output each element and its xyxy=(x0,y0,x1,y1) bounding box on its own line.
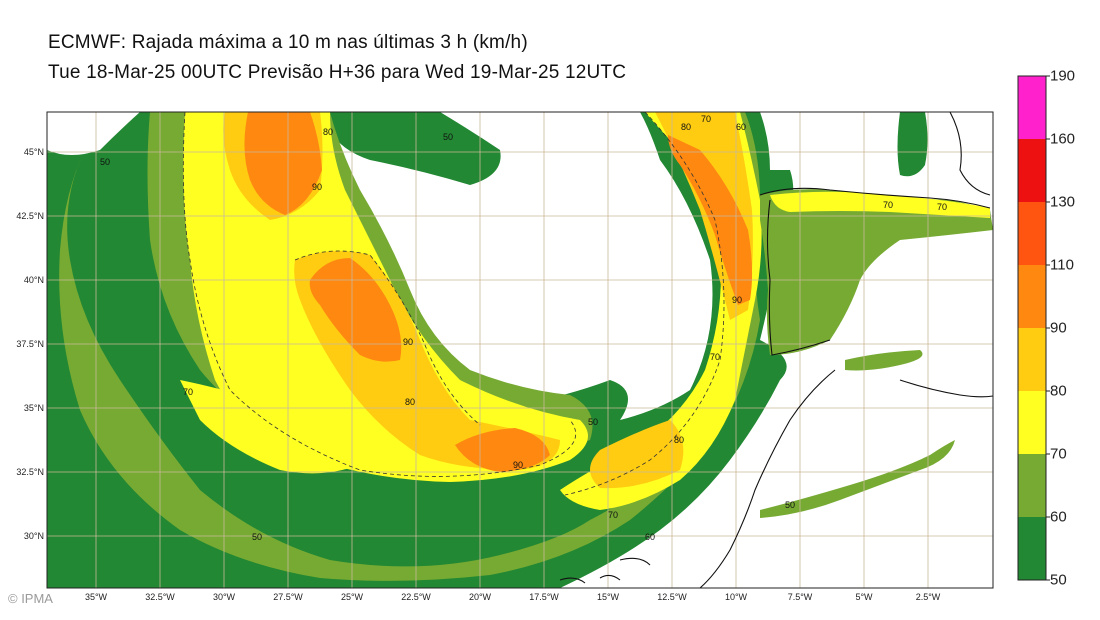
france-coastline xyxy=(949,112,991,196)
colorbar-segment xyxy=(1018,328,1046,391)
map-title: ECMWF: Rajada máxima a 10 m nas últimas … xyxy=(48,32,528,53)
gust-area-90-110-center xyxy=(309,258,402,362)
contour-label: 70 xyxy=(937,202,947,212)
gust-area-north-patch xyxy=(330,112,501,185)
biscay-gust-patch xyxy=(897,112,928,177)
gust-area-90-110-east xyxy=(668,135,753,305)
colorbar-label: 60 xyxy=(1050,508,1067,526)
colorbar-label: 80 xyxy=(1050,382,1067,400)
lon-tick-label: 35°W xyxy=(84,592,108,602)
contour-line-center xyxy=(294,250,481,426)
contour-label: 50 xyxy=(100,157,110,167)
contour-label: 50 xyxy=(443,132,453,142)
contour-label: 50 xyxy=(252,532,262,542)
africa-coastline xyxy=(699,369,836,588)
colorbar-label: 130 xyxy=(1050,193,1076,211)
map-frame xyxy=(46,111,994,589)
colorbar-segment xyxy=(1018,517,1046,580)
mediterranean-coastline xyxy=(899,379,993,398)
iberia-gust-area xyxy=(760,189,993,355)
lon-tick-label: 25°W xyxy=(340,592,364,602)
coastlines xyxy=(559,112,993,588)
contour-label: 70 xyxy=(183,387,193,397)
colorbar-segment xyxy=(1018,454,1046,517)
map-subtitle: Tue 18-Mar-25 00UTC Previsão H+36 para W… xyxy=(48,62,627,83)
colorbar-label: 50 xyxy=(1050,571,1067,589)
contour-label: 80 xyxy=(323,127,333,137)
lon-tick-label: 7.5°W xyxy=(787,592,813,602)
calm-ocean-nw xyxy=(47,112,140,155)
contour-label: 70 xyxy=(608,510,618,520)
lon-tick-label: 32.5°W xyxy=(145,592,175,602)
colorbar-label: 110 xyxy=(1050,256,1074,274)
contour-label: 80 xyxy=(681,122,691,132)
lon-tick-label: 15°W xyxy=(596,592,620,602)
gust-area-80-90-south xyxy=(590,420,684,489)
copyright-credit: © IPMA xyxy=(8,591,53,606)
lon-tick-label: 20°W xyxy=(468,592,492,602)
map-grid xyxy=(47,112,993,588)
lon-tick-label: 12.5°W xyxy=(657,592,687,602)
lon-tick-label: 17.5°W xyxy=(529,592,559,602)
contour-label: 70 xyxy=(710,352,720,362)
colorbar-label: 70 xyxy=(1050,445,1067,463)
contour-label: 60 xyxy=(645,532,655,542)
lat-tick-label: 30°N xyxy=(23,531,44,541)
contour-label: 80 xyxy=(674,435,684,445)
contour-label: 70 xyxy=(701,114,711,124)
colorbar-label: 160 xyxy=(1050,130,1076,148)
lon-tick-label: 2.5°W xyxy=(915,592,941,602)
lon-tick-label: 30°W xyxy=(212,592,236,602)
lat-tick-label: 42.5°N xyxy=(16,211,44,221)
iberia-coastline xyxy=(759,187,991,209)
colorbar-label: 90 xyxy=(1050,319,1067,337)
portugal-coastline xyxy=(766,199,831,356)
lat-tick-label: 40°N xyxy=(23,275,44,285)
contour-line-west xyxy=(182,112,576,477)
contour-label: 90 xyxy=(403,337,413,347)
contour-label: 50 xyxy=(785,500,795,510)
lat-tick-label: 35°N xyxy=(23,403,44,413)
colorbar-segment xyxy=(1018,76,1046,139)
colorbar-segment xyxy=(1018,391,1046,454)
gust-area-90-110-north xyxy=(244,112,322,215)
colorbar-label: 190 xyxy=(1050,67,1076,85)
colorbar-segment xyxy=(1018,139,1046,202)
colorbar xyxy=(1017,75,1050,581)
contour-label: 80 xyxy=(405,397,415,407)
lon-tick-label: 5°W xyxy=(855,592,873,602)
lat-tick-label: 37.5°N xyxy=(16,339,44,349)
contour-value-labels: 50 50 50 50 50 60 60 70 70 70 70 70 70 8… xyxy=(100,114,947,542)
colorbar-segment xyxy=(1018,265,1046,328)
lat-tick-label: 45°N xyxy=(23,147,44,157)
contour-line-east xyxy=(564,112,725,496)
colorbar-segment xyxy=(1018,202,1046,265)
contour-label: 90 xyxy=(513,460,523,470)
contour-label: 90 xyxy=(312,182,322,192)
lat-tick-label: 32.5°N xyxy=(16,467,44,477)
contour-label: 90 xyxy=(732,295,742,305)
contour-label: 50 xyxy=(588,417,598,427)
iberia-north-coast-gust xyxy=(770,191,990,218)
gust-area-90-110-south xyxy=(455,428,550,472)
lon-tick-label: 27.5°W xyxy=(273,592,303,602)
contour-label: 70 xyxy=(883,200,893,210)
canary-islands xyxy=(559,557,651,584)
north-africa-gust-area xyxy=(760,440,955,518)
lon-tick-label: 22.5°W xyxy=(401,592,431,602)
contour-label: 60 xyxy=(736,122,746,132)
lon-tick-label: 10°W xyxy=(724,592,748,602)
contour-lines xyxy=(182,112,725,496)
